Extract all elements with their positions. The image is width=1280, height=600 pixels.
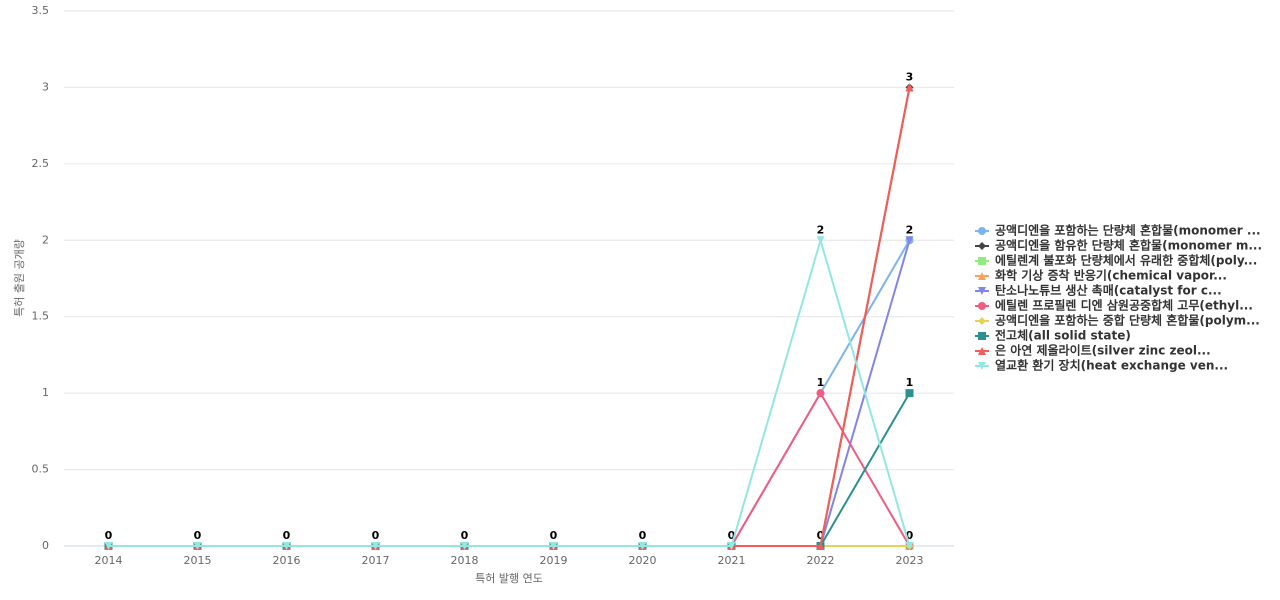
legend-item[interactable]: 화학 기상 증착 반응기(chemical vapor... xyxy=(975,268,1227,283)
legend-item[interactable]: 전고체(all solid state) xyxy=(975,328,1131,343)
marker xyxy=(978,332,986,340)
legend-label: 은 아연 제올라이트(silver zinc zeol... xyxy=(995,343,1211,358)
marker xyxy=(816,389,825,398)
x-tick-label: 2020 xyxy=(629,554,657,567)
data-label: 1 xyxy=(906,376,914,389)
data-label: 0 xyxy=(283,529,291,542)
legend-item[interactable]: 에틸렌계 불포화 단량체에서 유래한 중합체(poly... xyxy=(975,253,1257,268)
marker xyxy=(905,389,914,398)
x-tick-label: 2023 xyxy=(896,554,924,567)
y-axis-title: 특허 출원 공개량 xyxy=(13,239,26,317)
marker xyxy=(978,317,986,325)
legend-item[interactable]: 공액디엔을 포함하는 중합 단량체 혼합물(polym... xyxy=(975,313,1260,328)
legend-label: 전고체(all solid state) xyxy=(995,328,1131,343)
data-label: 0 xyxy=(728,529,736,542)
marker xyxy=(193,542,202,550)
legend-label: 공액디엔을 함유한 단량체 혼합물(monomer m... xyxy=(995,238,1262,253)
marker xyxy=(816,236,825,245)
data-label: 0 xyxy=(639,529,647,542)
marker xyxy=(282,542,291,550)
data-label: 0 xyxy=(105,529,113,542)
marker xyxy=(905,83,914,92)
marker xyxy=(978,272,986,280)
marker xyxy=(905,236,914,245)
data-label: 0 xyxy=(461,529,469,542)
y-tick-label: 3 xyxy=(42,80,49,93)
line xyxy=(108,236,911,547)
data-label: 0 xyxy=(194,529,202,542)
marker xyxy=(460,542,469,550)
marker xyxy=(816,542,825,550)
legend-label: 공액디엔을 포함하는 중합 단량체 혼합물(polym... xyxy=(995,313,1260,328)
marker xyxy=(978,227,986,235)
y-tick-label: 2.5 xyxy=(32,157,50,170)
marker xyxy=(549,542,558,550)
data-label: 0 xyxy=(906,529,914,542)
x-tick-label: 2017 xyxy=(362,554,390,567)
marker xyxy=(905,542,914,550)
x-axis-title: 특허 발행 연도 xyxy=(475,572,543,585)
x-tick-label: 2015 xyxy=(184,554,212,567)
x-tick-label: 2016 xyxy=(273,554,301,567)
y-tick-label: 0.5 xyxy=(32,463,50,476)
x-tick-label: 2018 xyxy=(451,554,479,567)
marker xyxy=(978,242,986,250)
legend-item[interactable]: 열교환 환기 장치(heat exchange ven... xyxy=(975,358,1228,373)
data-label: 1 xyxy=(817,376,825,389)
marker xyxy=(638,542,647,550)
x-tick-label: 2019 xyxy=(540,554,568,567)
legend-label: 화학 기상 증착 반응기(chemical vapor... xyxy=(995,268,1227,283)
marker xyxy=(978,362,986,370)
data-label: 2 xyxy=(906,223,914,236)
y-tick-label: 1.5 xyxy=(32,310,50,323)
marker xyxy=(371,542,380,550)
legend-item[interactable]: 은 아연 제올라이트(silver zinc zeol... xyxy=(975,343,1211,358)
x-tick-label: 2021 xyxy=(718,554,746,567)
legend-label: 에틸렌 프로필렌 디엔 삼원공중합체 고무(ethyl... xyxy=(995,298,1253,313)
legend-item[interactable]: 탄소나노튜브 생산 촉매(catalyst for c... xyxy=(975,283,1222,298)
marker xyxy=(978,347,986,355)
marker xyxy=(978,257,986,265)
y-tick-label: 3.5 xyxy=(32,4,50,17)
legend-item[interactable]: 공액디엔을 포함하는 단량체 혼합물(monomer ... xyxy=(975,223,1261,238)
data-label: 0 xyxy=(550,529,558,542)
series xyxy=(104,236,914,550)
x-tick-label: 2022 xyxy=(807,554,835,567)
marker xyxy=(978,287,986,295)
y-tick-label: 1 xyxy=(42,386,49,399)
marker xyxy=(104,542,113,550)
legend-label: 열교환 환기 장치(heat exchange ven... xyxy=(995,358,1228,373)
legend-item[interactable]: 공액디엔을 함유한 단량체 혼합물(monomer m... xyxy=(975,238,1262,253)
legend-label: 탄소나노튜브 생산 촉매(catalyst for c... xyxy=(995,283,1222,298)
legend-label: 에틸렌계 불포화 단량체에서 유래한 중합체(poly... xyxy=(995,253,1257,268)
data-label: 0 xyxy=(817,529,825,542)
legend-label: 공액디엔을 포함하는 단량체 혼합물(monomer ... xyxy=(995,223,1261,238)
data-label: 0 xyxy=(372,529,380,542)
data-label: 3 xyxy=(906,70,914,83)
data-label: 2 xyxy=(817,223,825,236)
legend-item[interactable]: 에틸렌 프로필렌 디엔 삼원공중합체 고무(ethyl... xyxy=(975,298,1253,313)
x-tick-label: 2014 xyxy=(95,554,123,567)
marker xyxy=(727,542,736,550)
y-tick-label: 0 xyxy=(42,539,49,552)
y-tick-label: 2 xyxy=(42,233,49,246)
marker xyxy=(978,302,986,310)
